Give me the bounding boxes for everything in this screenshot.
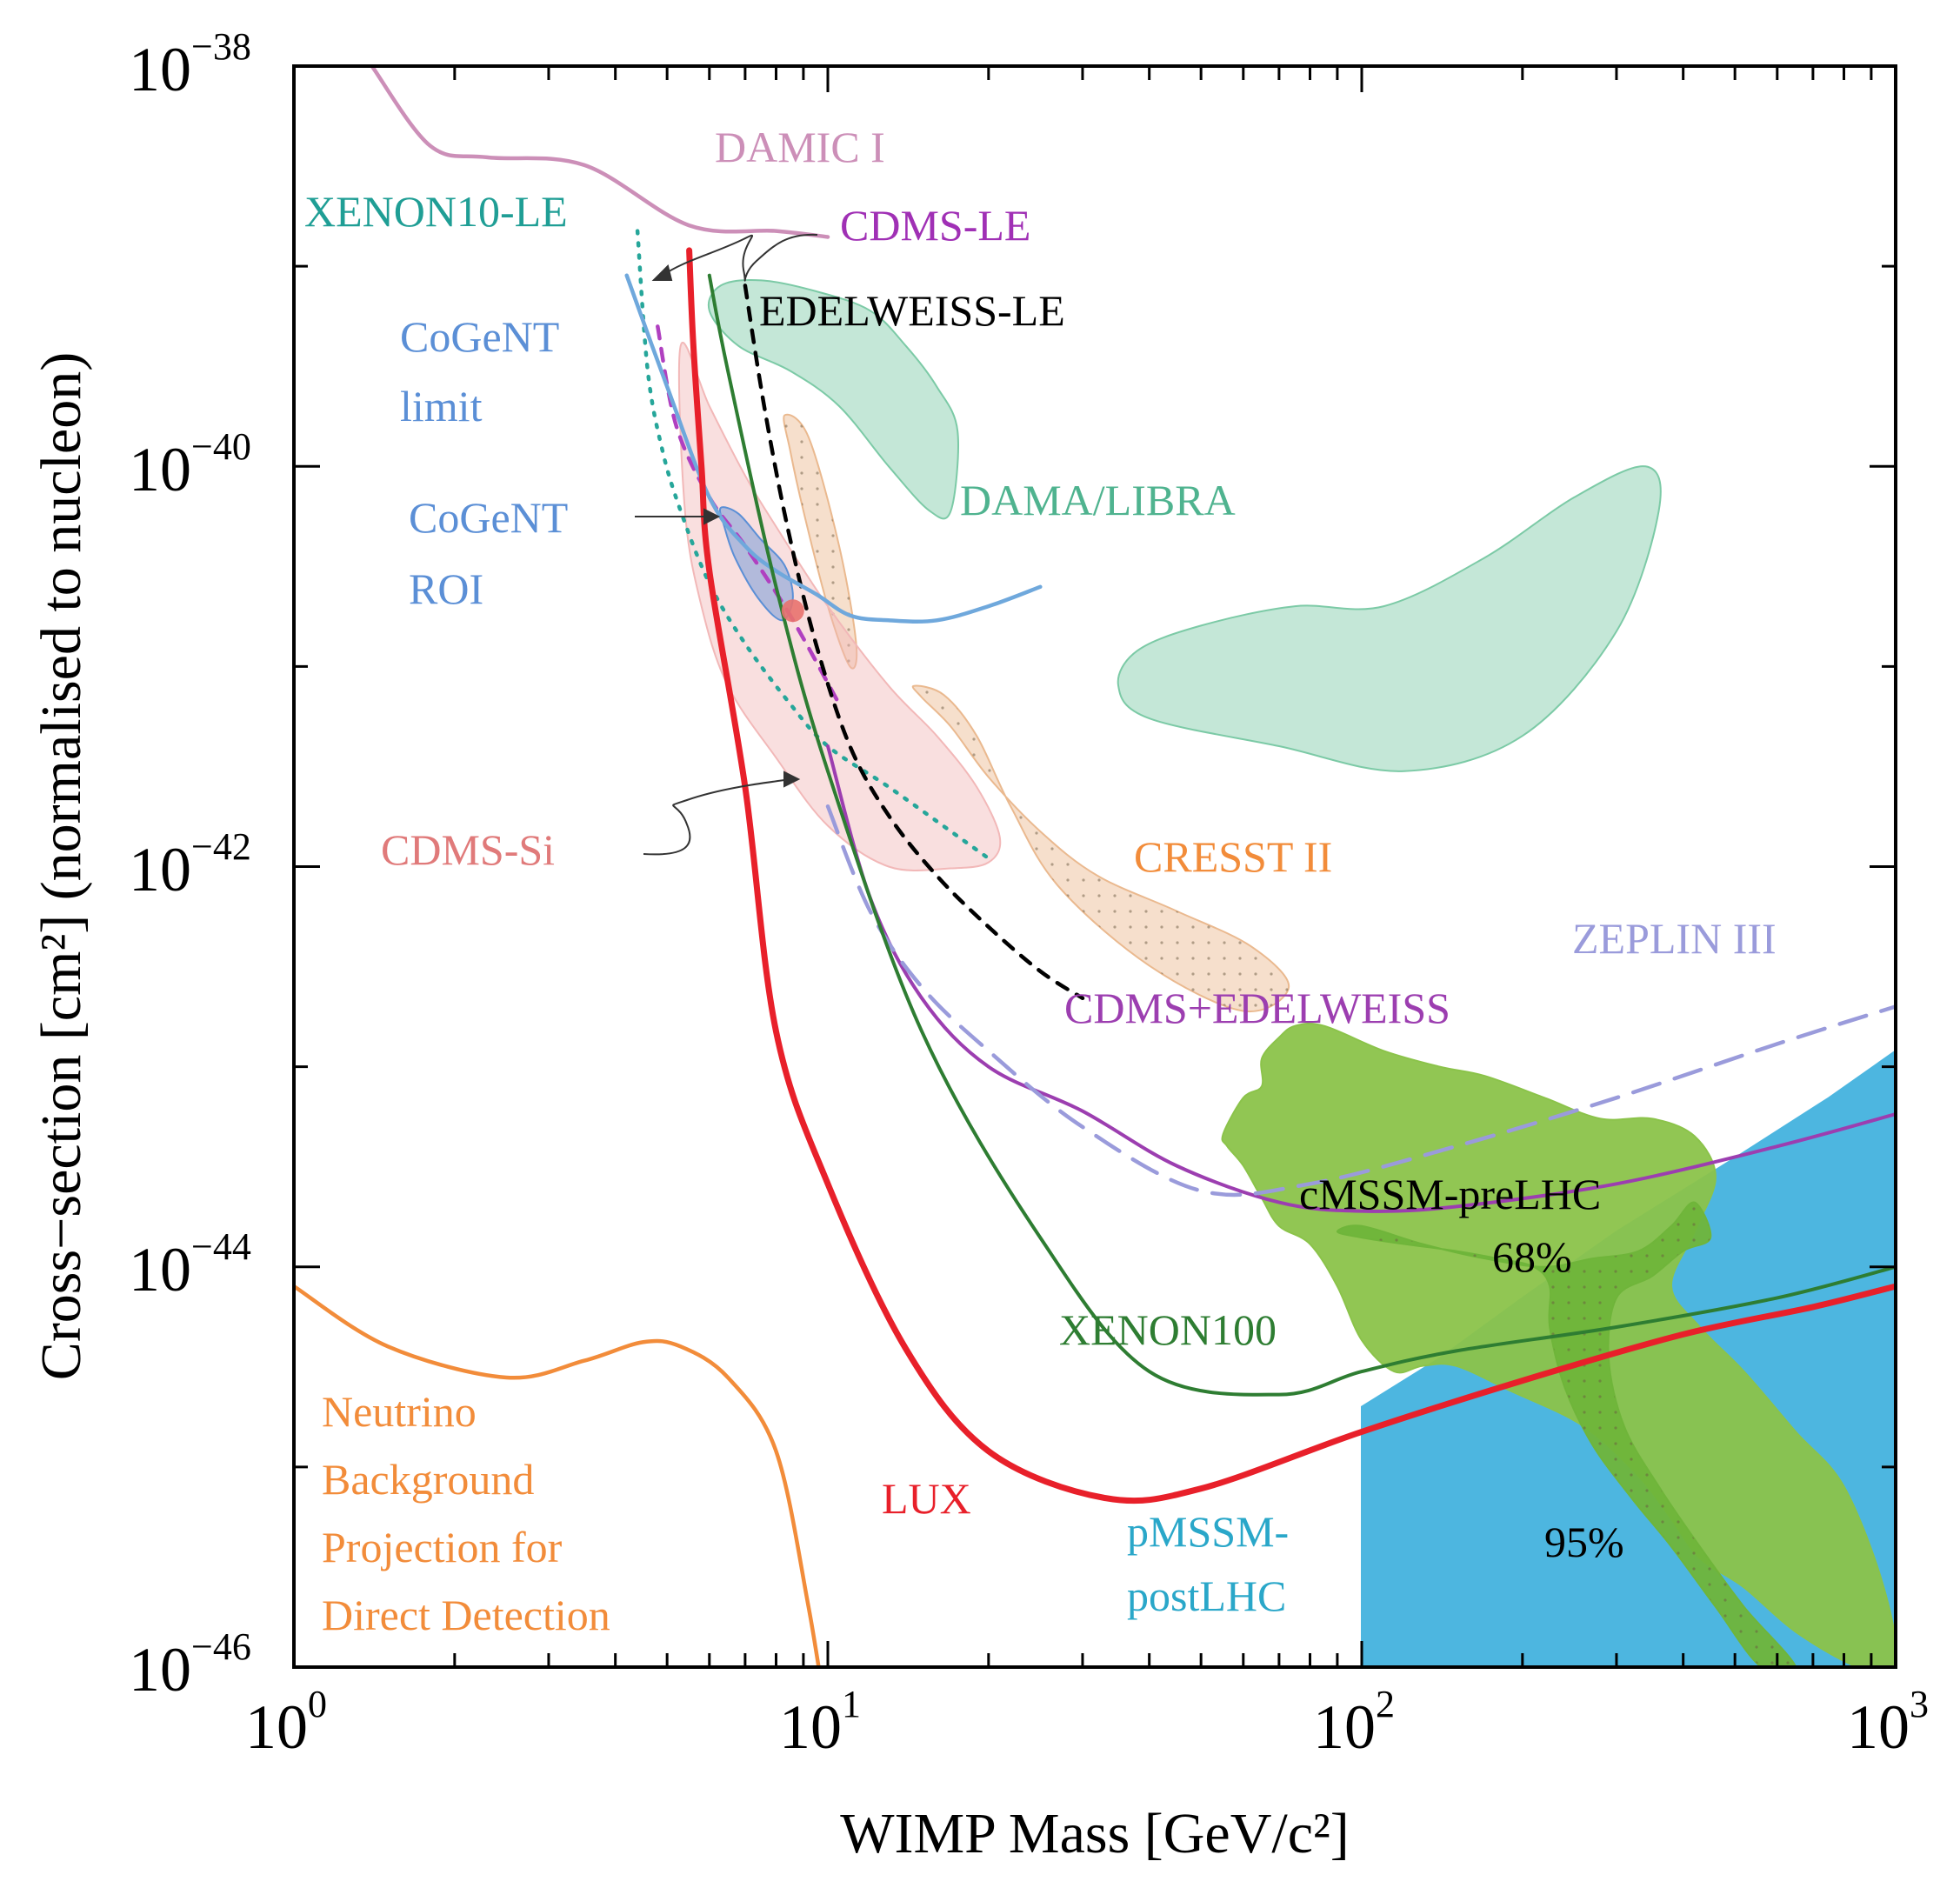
label-cogent-limit-2: limit [400, 382, 483, 430]
x-axis-title: WIMP Mass [GeV/c²] [840, 1802, 1350, 1865]
series-zeplin-iii [825, 804, 1896, 1198]
series-xenon10-le [635, 229, 991, 861]
region-dama-libra [707, 279, 959, 520]
label-pmssm-1: pMSSM- [1127, 1507, 1289, 1556]
label-cmssm-prelhc: cMSSM-preLHC [1299, 1170, 1601, 1218]
label-neutrino-2: Background [322, 1455, 534, 1504]
region-cmssm-prelhc-68-dots [1337, 1202, 1797, 1667]
cdms-le-arrow [660, 233, 818, 282]
label-cresst-ii: CRESST II [1134, 832, 1332, 881]
label-cdms-si: CDMS-Si [381, 825, 555, 874]
y-axis-title: Cross−section [cm²] (normalised to nucle… [30, 352, 93, 1380]
regions-layer [677, 279, 1896, 1667]
y-tick-labels: 10−38 10−40 10−42 10−44 10−46 [129, 25, 251, 1705]
label-cogent-limit-1: CoGeNT [400, 312, 559, 361]
series-layer [294, 66, 1896, 1667]
annotation-arrows [635, 233, 818, 856]
cogent-roi-arrowhead [703, 508, 721, 525]
marker-layer [781, 599, 804, 623]
region-dama-libra [1117, 465, 1662, 772]
series-damic-i [370, 66, 830, 239]
series-cdms-edelweiss [826, 744, 1896, 1213]
label-cogent-roi-1: CoGeNT [409, 493, 568, 542]
label-damic-i: DAMIC I [715, 123, 885, 171]
y-tick-label: 10−38 [129, 25, 251, 104]
x-tick-labels: 100 101 102 103 [245, 1683, 1929, 1762]
label-dama-libra: DAMA/LIBRA [960, 476, 1236, 524]
series-edelweiss-le [743, 284, 1085, 1001]
label-lux: LUX [882, 1474, 971, 1523]
y-tick-label: 10−46 [129, 1625, 251, 1705]
label-95-percent: 95% [1544, 1518, 1624, 1566]
region-cresst-ii-dots [783, 414, 857, 669]
label-neutrino-1: Neutrino [322, 1387, 477, 1436]
cdms-si-arrow [643, 778, 792, 856]
x-tick-label: 101 [779, 1683, 861, 1762]
label-zeplin-iii: ZEPLIN III [1572, 914, 1777, 963]
label-cogent-roi-2: ROI [409, 564, 483, 613]
region-cresst-ii-dots [912, 685, 1290, 1012]
cdms-le-arrowhead [651, 264, 673, 281]
label-neutrino-3: Projection for [322, 1523, 563, 1571]
region-cdms-si [677, 342, 1002, 871]
x-tick-label: 103 [1847, 1683, 1929, 1762]
marker-cdms-si-best-fit [781, 599, 804, 623]
y-tick-label: 10−44 [129, 1225, 251, 1304]
series-labels: DAMIC I XENON10-LE CDMS-LE EDELWEISS-LE … [304, 123, 1777, 1639]
label-68-percent: 68% [1492, 1232, 1572, 1281]
label-cdms-edelweiss: CDMS+EDELWEISS [1064, 984, 1450, 1032]
label-edelweiss-le: EDELWEISS-LE [759, 286, 1065, 335]
label-xenon10-le: XENON10-LE [304, 187, 568, 236]
series-xenon100 [707, 273, 1896, 1397]
x-tick-label: 102 [1313, 1683, 1395, 1762]
series-cogent-limit [624, 273, 1043, 624]
label-cdms-le: CDMS-LE [840, 201, 1030, 250]
label-neutrino-4: Direct Detection [322, 1591, 610, 1639]
series-neutrino-background-projection-for-direct-detection [294, 1284, 821, 1667]
cdms-si-arrowhead [783, 771, 801, 788]
label-xenon100: XENON100 [1059, 1305, 1277, 1354]
label-pmssm-2: postLHC [1127, 1571, 1286, 1620]
y-tick-label: 10−42 [129, 825, 251, 904]
axis-ticks [292, 64, 1897, 1669]
x-tick-label: 100 [245, 1683, 327, 1762]
series-lux [686, 247, 1896, 1504]
y-tick-label: 10−40 [129, 425, 251, 504]
series-cdms-le [656, 324, 842, 706]
